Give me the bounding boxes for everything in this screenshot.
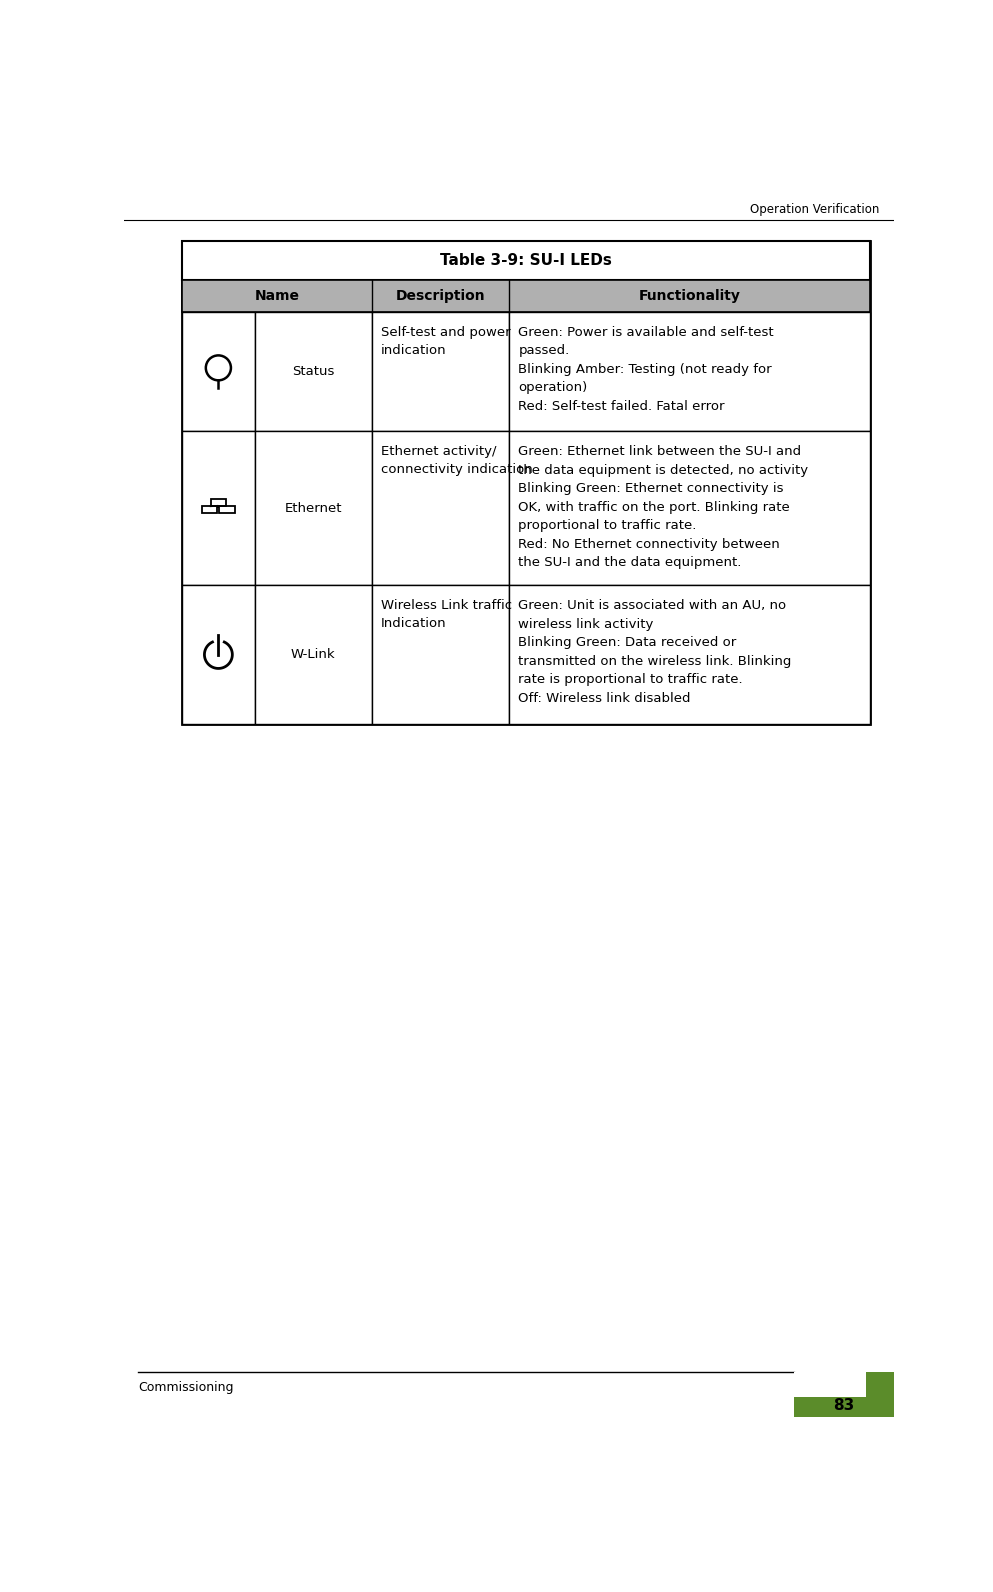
Text: Green: Ethernet link between the SU-I and
the data equipment is detected, no act: Green: Ethernet link between the SU-I an… [518,446,808,570]
Bar [183,586,254,724]
Bar [183,312,254,431]
Bar [211,498,226,506]
Text: Status: Status [292,365,335,379]
Text: Wireless Link traffic
Indication: Wireless Link traffic Indication [380,599,512,630]
Bar [202,506,217,514]
Bar [371,431,509,586]
Bar [509,586,871,724]
Bar [793,1372,866,1396]
Bar [509,431,871,586]
Text: Ethernet activity/
connectivity indication: Ethernet activity/ connectivity indicati… [380,446,532,476]
Bar [183,240,871,724]
Text: 83: 83 [833,1398,854,1414]
Bar [183,240,871,280]
Bar [509,312,871,431]
Bar [254,312,371,431]
Text: Green: Power is available and self-test
passed.
Blinking Amber: Testing (not rea: Green: Power is available and self-test … [518,326,775,412]
Bar [371,312,509,431]
Bar [793,1372,894,1417]
Text: Self-test and power
indication: Self-test and power indication [380,326,510,357]
Bar [254,431,371,586]
Bar [183,431,254,586]
Bar [254,586,371,724]
Bar [219,506,234,514]
Text: Ethernet: Ethernet [284,501,342,514]
Text: W-Link: W-Link [291,648,336,661]
Bar [183,280,871,312]
Text: Operation Verification: Operation Verification [751,204,880,217]
Text: Name: Name [254,288,299,302]
Text: Green: Unit is associated with an AU, no
wireless link activity
Blinking Green: : Green: Unit is associated with an AU, no… [518,599,791,705]
Bar [187,242,866,723]
Bar [371,586,509,724]
Text: Commissioning: Commissioning [138,1382,233,1395]
Text: Description: Description [395,288,486,302]
Text: Functionality: Functionality [638,288,741,302]
Text: Table 3-9: SU-I LEDs: Table 3-9: SU-I LEDs [441,253,613,267]
